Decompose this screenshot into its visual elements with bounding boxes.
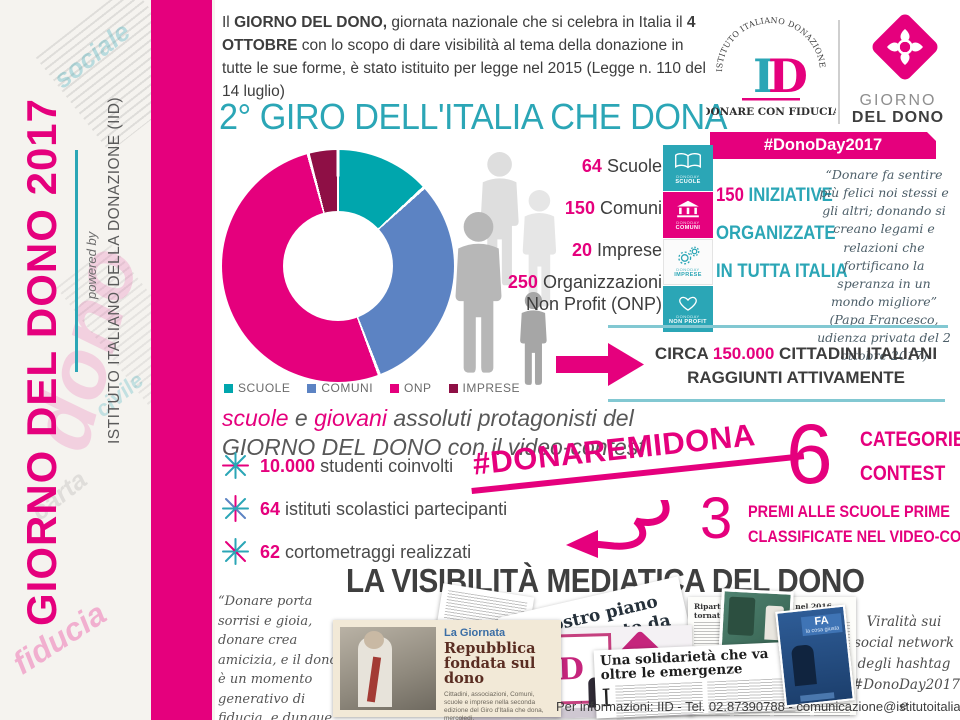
contest-contest-label: CONTEST bbox=[860, 462, 946, 485]
gears-icon bbox=[678, 246, 700, 265]
virality-note: Viralità sui social network degli hashta… bbox=[852, 614, 960, 720]
reach-statement: CIRCA 150.000 CITTADINI ITALIANI RAGGIUN… bbox=[654, 344, 938, 387]
stat-onp: 250 Organizzazioni Non Profit (ONP) bbox=[507, 272, 662, 314]
sidebar-title: GIORNO DEL DONO 2017 bbox=[18, 97, 65, 627]
asterisk-star-icon bbox=[222, 495, 249, 522]
iniziative-block: 150 INIZIATIVE ORGANIZZATE IN TUTTA ITAL… bbox=[716, 185, 848, 282]
powered-by-label: powered by bbox=[84, 231, 99, 299]
donoday-scuole-tile: DONODAY SCUOLE bbox=[663, 145, 713, 191]
svg-text:DONARE CON FIDUCIA: DONARE CON FIDUCIA bbox=[706, 106, 836, 118]
donoday-icon-strip: DONODAY SCUOLE DONODAY COMUNI DONODAY bbox=[663, 145, 713, 333]
iid-logo: ISTITUTO ITALIANO DONAZIONE I D DONARE C… bbox=[706, 16, 836, 118]
gdd-logo-line1: GIORNO bbox=[859, 92, 937, 109]
bullet-studenti: 10.000 studenti coinvolti bbox=[260, 456, 454, 476]
gdd-logo-line2: DEL DONO bbox=[851, 109, 945, 126]
banner-fold bbox=[927, 132, 936, 141]
page-title: 2° GIRO DELL'ITALIA CHE DONA bbox=[219, 96, 728, 137]
giornata-headline: Repubblica fondata sul dono bbox=[444, 640, 536, 688]
book-icon bbox=[675, 153, 701, 169]
heart-icon bbox=[679, 296, 697, 311]
sidebar-divider-rule bbox=[75, 150, 78, 372]
legend-item: SCUOLE bbox=[224, 381, 290, 395]
stat-scuole: 64 Scuole bbox=[581, 156, 662, 176]
donoday-comuni-tile: DONODAY COMUNI bbox=[663, 192, 713, 238]
legend-swatch bbox=[390, 383, 400, 393]
premi-line2: CLASSIFICATE NEL VIDEO-CONTEST bbox=[748, 528, 960, 546]
teal-rule-bottom bbox=[608, 399, 945, 402]
legend-item: COMUNI bbox=[307, 381, 373, 395]
arrow-right-icon bbox=[556, 343, 644, 386]
stat-imprese: 20 Imprese bbox=[571, 240, 662, 260]
chart-legend: SCUOLE COMUNI ONP IMPRESE bbox=[224, 381, 520, 395]
legend-item: IMPRESE bbox=[448, 381, 521, 395]
footer-contact: Per informazioni: IID - Tel. 02.87390788… bbox=[556, 699, 960, 714]
legend-swatch bbox=[224, 383, 233, 393]
logo-divider bbox=[838, 20, 840, 124]
asterisk-star-icon bbox=[222, 452, 249, 479]
giornata-label: La Giornata bbox=[444, 627, 506, 639]
curved-arrow-icon bbox=[566, 500, 670, 558]
legend-item: ONP bbox=[390, 381, 432, 395]
press-clipping-giornata: La Giornata Repubblica fondata sul dono … bbox=[333, 620, 561, 720]
legend-swatch bbox=[448, 383, 458, 393]
sidebar-accent-bar bbox=[151, 0, 212, 720]
giornata-body: Cittadini, associazioni, Comuni, scuole … bbox=[444, 690, 544, 720]
bullet-istituti: 64 istituti scolastici partecipanti bbox=[260, 499, 508, 519]
tv-green-panel bbox=[727, 596, 756, 636]
tv-figure bbox=[790, 644, 817, 687]
contest-number-6: 6 bbox=[786, 407, 833, 501]
sidebar: sociale dono civile carta fiducia GIORNO… bbox=[0, 0, 215, 720]
banner-text: #DonoDay2017 bbox=[763, 136, 883, 154]
svg-text:D: D bbox=[768, 49, 808, 103]
bank-icon bbox=[677, 200, 699, 218]
donoday-nonprofit-tile: DONODAY NON PROFIT bbox=[663, 286, 713, 332]
asterisk-star-icon bbox=[222, 538, 249, 565]
donoday-banner: #DonoDay2017 bbox=[710, 132, 936, 159]
papa-francesco-quote: “Donare fa sentire più felici noi stessi… bbox=[817, 167, 951, 364]
sidebar-organization: ISTITUTO ITALIANO DELLA DONAZIONE (IID) bbox=[106, 96, 123, 444]
bullet-cortometraggi: 62 cortometraggi realizzati bbox=[260, 542, 472, 562]
contest-number-3: 3 bbox=[700, 486, 733, 551]
donoday-imprese-tile: DONODAY IMPRESE bbox=[663, 239, 713, 285]
svg-text:I: I bbox=[753, 49, 775, 103]
giornata-photo bbox=[340, 627, 436, 710]
donut-chart bbox=[222, 150, 454, 382]
video-contest-heading: scuole e giovani assoluti protagonisti d… bbox=[222, 405, 645, 460]
donut-hole bbox=[283, 211, 393, 321]
giorno-del-dono-diamond-icon bbox=[869, 11, 941, 83]
stat-comuni: 150 Comuni bbox=[564, 198, 662, 218]
mattarella-quote: “Donare porta sorrisi e gioia, donare cr… bbox=[218, 594, 338, 720]
intro-paragraph: Il GIORNO DEL DONO, giornata nazionale c… bbox=[222, 14, 706, 100]
contest-categorie-label: CATEGORIE bbox=[860, 428, 960, 451]
legend-swatch bbox=[307, 383, 317, 393]
tv-screenshot-blue: FA la cosa giusta bbox=[775, 604, 855, 708]
teal-rule-top bbox=[608, 325, 948, 328]
premi-line1: PREMI ALLE SCUOLE PRIME bbox=[748, 503, 950, 521]
